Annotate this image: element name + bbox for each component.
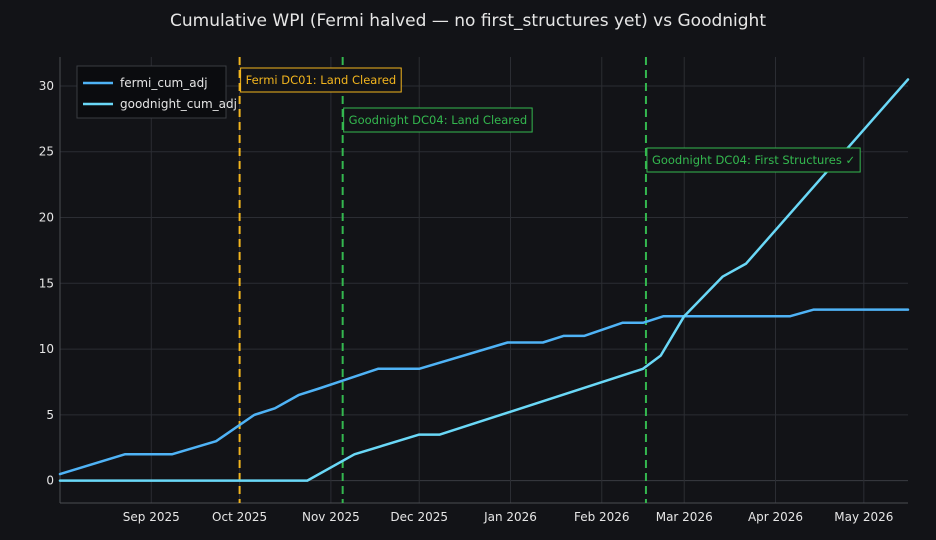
annotation-text: Goodnight DC04: Land Cleared — [349, 113, 527, 127]
y-tick-label: 15 — [39, 276, 54, 290]
y-tick-label: 20 — [39, 211, 54, 225]
chart-title: Cumulative WPI (Fermi halved — no first_… — [170, 11, 766, 31]
y-tick-label: 5 — [46, 408, 54, 422]
x-tick-label: Apr 2026 — [748, 510, 803, 524]
x-tick-label: Oct 2025 — [212, 510, 267, 524]
annotation-label: Goodnight DC04: First Structures ✓ — [646, 147, 861, 173]
series-line-goodnight_cum_adj — [58, 78, 910, 482]
legend[interactable]: fermi_cum_adj goodnight_cum_adj — [76, 65, 237, 119]
axis-layer: 0 5 10 15 20 25 30 Sep 2025 Oct 2025 Nov 2025 Dec … — [39, 57, 908, 524]
series-line-fermi_cum_adj — [58, 308, 910, 476]
x-tick-label: Jan 2026 — [483, 510, 537, 524]
y-tick-label: 10 — [39, 342, 54, 356]
annotation-label: Goodnight DC04: Land Cleared — [343, 107, 533, 133]
legend-label: fermi_cum_adj — [120, 76, 208, 90]
x-tick-label: Dec 2025 — [390, 510, 448, 524]
annotation-labels: Fermi DC01: Land Cleared Goodnight DC04: … — [240, 67, 861, 173]
annotation-lines — [238, 57, 647, 503]
annotation-box — [240, 67, 402, 93]
x-tick-label: May 2026 — [834, 510, 893, 524]
legend-box — [76, 65, 227, 119]
x-tick-label: Feb 2026 — [574, 510, 630, 524]
x-tick-label: Nov 2025 — [302, 510, 360, 524]
y-tick-label: 30 — [39, 79, 54, 93]
annotation-box — [343, 107, 533, 133]
x-tick-label: Mar 2026 — [656, 510, 713, 524]
y-tick-label: 25 — [39, 145, 54, 159]
annotation-box — [646, 147, 861, 173]
y-tick-label: 0 — [46, 474, 54, 488]
annotation-label: Fermi DC01: Land Cleared — [240, 67, 402, 93]
series-layer — [58, 78, 910, 482]
x-tick-label: Sep 2025 — [123, 510, 180, 524]
annotation-text: Goodnight DC04: First Structures ✓ — [652, 153, 855, 167]
annotation-text: Fermi DC01: Land Cleared — [246, 73, 397, 87]
legend-label: goodnight_cum_adj — [120, 97, 237, 111]
